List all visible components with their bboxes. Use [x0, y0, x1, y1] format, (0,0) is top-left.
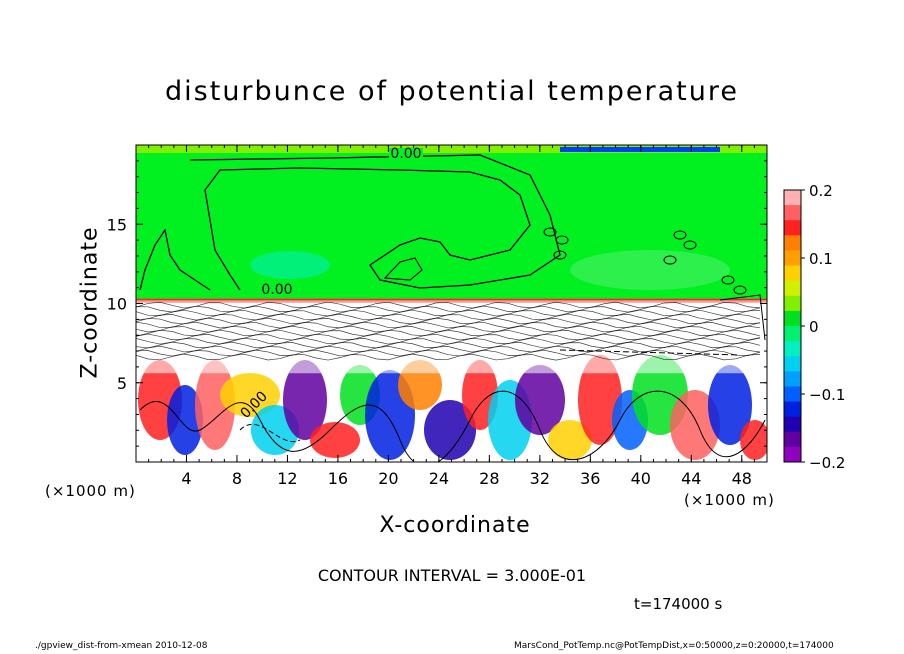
colorbar-tick-label: 0.1	[809, 250, 833, 268]
x-tick-label: 16	[328, 469, 348, 488]
contour-loop	[663, 255, 677, 265]
convective-cell	[220, 373, 280, 417]
colorbar-swatch	[784, 401, 801, 418]
colorbar-swatch	[784, 205, 801, 221]
top-band-anomaly	[560, 147, 720, 152]
colorbar-tick-label: −0.2	[809, 454, 845, 472]
footer-right: MarsCond_PotTemp.nc@PotTempDist,x=0:5000…	[514, 641, 834, 651]
contour-label: 0.00	[390, 146, 421, 162]
contour-loop	[721, 275, 735, 285]
contour-loop	[733, 285, 747, 295]
contour-line	[136, 337, 761, 345]
x-tick-label: 12	[277, 469, 297, 488]
contour-line	[383, 257, 423, 281]
x-tick-label: 20	[378, 469, 398, 488]
x-unit-right: (×1000 m)	[684, 491, 775, 509]
contour-loop	[673, 230, 687, 240]
contour-line	[189, 154, 561, 291]
contour-line	[136, 313, 761, 321]
convective-cell	[310, 422, 360, 458]
contour-line	[136, 301, 761, 309]
chart-title: disturbunce of potential temperature	[165, 76, 739, 107]
convective-cell	[548, 420, 592, 460]
colorbar-swatch	[784, 280, 801, 297]
colorbar-tick-label: 0.2	[809, 182, 833, 200]
y-tick-label: 10	[107, 295, 127, 314]
colorbar-swatch	[784, 416, 801, 433]
colorbar-swatch	[784, 446, 801, 463]
contour-line	[136, 349, 761, 357]
convective-cell	[708, 365, 752, 445]
x-tick-label: 28	[479, 469, 499, 488]
colorbar-swatch	[784, 265, 801, 282]
colorbar-swatch	[784, 326, 801, 342]
mixing-zone	[136, 300, 767, 374]
x-tick-label: 36	[580, 469, 600, 488]
convective-cell	[670, 390, 720, 460]
contour-loop	[553, 250, 567, 260]
convective-cell	[424, 400, 476, 460]
contour-line	[136, 325, 761, 333]
colorbar-swatch	[784, 431, 801, 448]
y-axis-label: Z-coordinate	[77, 226, 103, 379]
contour-line	[136, 317, 761, 325]
contour-loop	[543, 227, 557, 237]
colorbar-swatch	[784, 295, 801, 312]
convective-cell	[195, 360, 235, 450]
contour-loop	[683, 240, 697, 250]
field-anomaly	[250, 251, 330, 279]
contour-interval-text: CONTOUR INTERVAL = 3.000E-01	[317, 566, 587, 585]
colorbar-swatch	[784, 190, 801, 206]
top-band	[136, 145, 767, 153]
x-tick-label: 44	[681, 469, 701, 488]
field-anomaly	[570, 250, 730, 290]
colorbar-swatch	[784, 310, 801, 327]
contour-line	[719, 294, 766, 341]
contour-line-negative	[559, 349, 741, 356]
contour-label: 0.00	[261, 282, 292, 298]
x-tick-label: 48	[732, 469, 752, 488]
colorbar-swatch	[784, 356, 801, 372]
convective-cell	[283, 360, 327, 440]
x-unit-left: (×1000 m)	[45, 482, 136, 500]
footer-left: ./gpview_dist-from-xmean 2010-12-08	[35, 641, 208, 651]
y-tick-label: 5	[117, 374, 127, 393]
colorbar-swatch	[784, 220, 801, 236]
contour-line-negative	[239, 423, 301, 443]
convective-cell	[578, 355, 622, 445]
colorbar-swatch	[784, 235, 801, 251]
colorbar-swatch	[784, 250, 801, 267]
colorbar-tick-label: −0.1	[809, 386, 845, 404]
convective-cell	[740, 420, 767, 460]
colorbar-swatch	[784, 386, 801, 403]
x-tick-label: 8	[232, 469, 242, 488]
x-tick-label: 32	[530, 469, 550, 488]
contour-line	[136, 341, 761, 349]
x-tick-label: 24	[429, 469, 449, 488]
x-axis-label: X-coordinate	[379, 513, 531, 538]
y-tick-label: 15	[107, 215, 127, 234]
convective-cell	[515, 365, 565, 435]
time-label: t=174000 s	[634, 595, 723, 613]
contour-line	[136, 353, 761, 361]
x-tick-label: 4	[181, 469, 191, 488]
plot-area: 0.000.000.00	[136, 145, 767, 462]
convective-cell	[167, 385, 203, 455]
contour-line	[136, 309, 761, 317]
colorbar-swatch	[784, 371, 801, 387]
contour-loop	[555, 235, 569, 245]
x-tick-label: 40	[631, 469, 651, 488]
colorbar-swatch	[784, 341, 801, 357]
contour-line	[139, 390, 766, 462]
contour-line	[139, 228, 211, 291]
colorbar-tick-label: 0	[809, 318, 819, 336]
contour-line	[136, 333, 761, 341]
